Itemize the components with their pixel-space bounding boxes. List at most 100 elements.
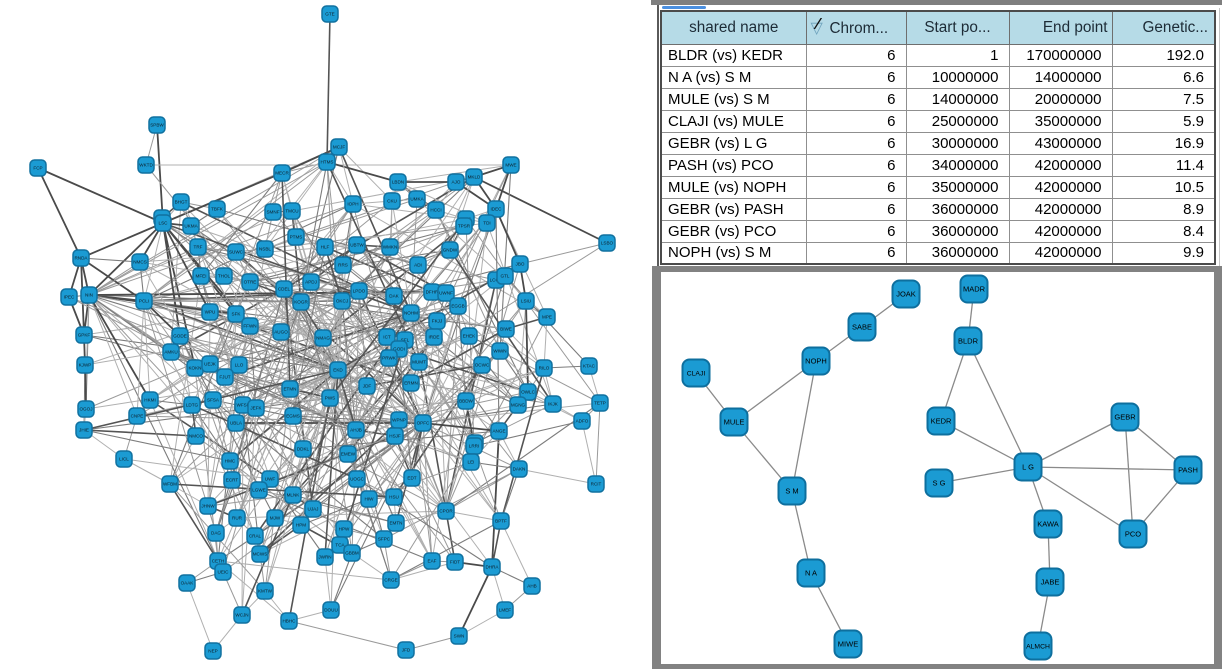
svg-text:CKU: CKU	[387, 199, 397, 204]
svg-text:HCCI: HCCI	[430, 208, 441, 213]
svg-text:GTL: GTL	[501, 274, 510, 279]
svg-text:WCJN: WCJN	[235, 613, 248, 618]
svg-text:ADFO: ADFO	[576, 419, 589, 424]
svg-text:JBO: JBO	[516, 262, 525, 267]
svg-text:SFL: SFL	[401, 338, 410, 343]
svg-text:LICL: LICL	[119, 457, 129, 462]
svg-text:ETMN: ETMN	[283, 387, 296, 392]
svg-text:PASH: PASH	[1178, 466, 1198, 475]
svg-text:GPKF: GPKF	[78, 333, 91, 338]
svg-text:KEDR: KEDR	[931, 417, 952, 426]
svg-text:NMAG: NMAG	[316, 336, 330, 341]
svg-text:RCIT: RCIT	[591, 482, 602, 487]
svg-text:CPOR: CPOR	[439, 509, 453, 514]
svg-text:AUGO: AUGO	[274, 330, 288, 335]
svg-text:EMTN: EMTN	[389, 521, 402, 526]
svg-text:N A: N A	[805, 569, 817, 578]
svg-text:FIDT: FIDT	[450, 560, 460, 565]
svg-text:UBTW: UBTW	[350, 243, 364, 248]
svg-text:BLDR: BLDR	[958, 337, 979, 346]
svg-text:CLAJI: CLAJI	[687, 371, 706, 378]
svg-text:UBLA: UBLA	[230, 421, 243, 426]
svg-text:DHRA: DHRA	[485, 565, 499, 570]
svg-text:KOGR: KOGR	[294, 300, 308, 305]
svg-text:GEBR: GEBR	[1114, 413, 1136, 422]
svg-text:DAK: DAK	[389, 294, 399, 299]
svg-text:KTAC: KTAC	[583, 364, 596, 369]
svg-text:SFPC: SFPC	[378, 537, 391, 542]
svg-text:APDJ: APDJ	[305, 280, 317, 285]
svg-text:HBHC: HBHC	[282, 619, 296, 624]
svg-text:OTRE: OTRE	[244, 280, 257, 285]
svg-text:IKJK: IKJK	[548, 402, 559, 407]
svg-text:LEI: LEI	[468, 460, 475, 465]
svg-text:SFK: SFK	[232, 312, 242, 317]
svg-text:TPSR: TPSR	[458, 224, 471, 229]
svg-text:ANGE: ANGE	[492, 429, 505, 434]
svg-text:EGMS: EGMS	[286, 414, 300, 419]
svg-text:TETP: TETP	[594, 401, 606, 406]
svg-text:CRAL: CRAL	[249, 534, 262, 539]
svg-text:MUMT: MUMT	[412, 360, 426, 365]
svg-text:IRDE: IRDE	[429, 335, 440, 340]
svg-text:SWN: SWN	[454, 634, 465, 639]
svg-text:FKJJ: FKJJ	[432, 319, 442, 324]
svg-text:GTE: GTE	[325, 12, 334, 17]
svg-text:NIN: NIN	[85, 293, 93, 298]
svg-text:MIWE: MIWE	[838, 640, 858, 649]
svg-text:LRRI: LRRI	[469, 444, 479, 449]
svg-text:CNPE: CNPE	[131, 414, 144, 419]
svg-text:MCJF: MCJF	[333, 145, 345, 150]
svg-text:MECR: MECR	[275, 171, 289, 176]
svg-text:AJO: AJO	[452, 180, 461, 185]
svg-text:THOL: THOL	[218, 274, 231, 279]
svg-text:SPBW: SPBW	[150, 123, 164, 128]
svg-text:HMC: HMC	[225, 459, 236, 464]
svg-text:ADI: ADI	[414, 263, 422, 268]
svg-text:TCA: TCA	[335, 543, 345, 548]
svg-text:LLO: LLO	[235, 363, 244, 368]
svg-text:LMEF: LMEF	[499, 608, 511, 613]
svg-text:NMCS: NMCS	[133, 260, 147, 265]
svg-text:JWRN: JWRN	[318, 555, 331, 560]
svg-text:NOHM: NOHM	[404, 311, 418, 316]
svg-text:IOPH: IOPH	[347, 202, 358, 207]
svg-text:KAWA: KAWA	[1037, 520, 1059, 529]
svg-text:RUR: RUR	[232, 516, 243, 521]
svg-text:ICT: ICT	[383, 335, 391, 340]
svg-text:ERMN: ERMN	[404, 381, 418, 386]
svg-text:CRGE: CRGE	[384, 578, 397, 583]
svg-text:TMCU: TMCU	[285, 209, 298, 214]
svg-text:GODE: GODE	[173, 334, 187, 339]
svg-text:BBDW: BBDW	[459, 399, 473, 404]
svg-text:FFWN: FFWN	[243, 324, 256, 329]
svg-text:HIW: HIW	[365, 497, 375, 502]
svg-text:KMTW: KMTW	[258, 589, 273, 594]
svg-text:GBBM: GBBM	[345, 551, 359, 556]
svg-text:GODI: GODI	[393, 347, 405, 352]
svg-text:NMCO: NMCO	[189, 434, 203, 439]
svg-text:DOUU: DOUU	[324, 608, 338, 613]
svg-text:EAF: EAF	[428, 559, 437, 564]
svg-text:WFSF: WFSF	[236, 403, 249, 408]
svg-text:DFHR: DFHR	[426, 290, 439, 295]
svg-text:GNDW: GNDW	[443, 248, 458, 253]
svg-text:RRS: RRS	[338, 263, 348, 268]
svg-text:MADR: MADR	[963, 285, 986, 294]
svg-text:AHB: AHB	[527, 584, 536, 589]
svg-text:L G: L G	[1022, 463, 1034, 472]
svg-text:S M: S M	[785, 487, 798, 496]
svg-text:LDTG: LDTG	[186, 403, 199, 408]
svg-text:RNDA: RNDA	[74, 256, 88, 261]
svg-text:MWE: MWE	[505, 163, 516, 168]
svg-text:PCO: PCO	[1125, 530, 1141, 539]
svg-text:HSU: HSU	[389, 495, 399, 500]
svg-text:UOGC: UOGC	[350, 477, 364, 482]
svg-text:LGWE: LGWE	[252, 488, 266, 493]
svg-text:TRF: TRF	[194, 245, 203, 250]
svg-text:CDEL: CDEL	[278, 287, 291, 292]
svg-text:TBFK: TBFK	[211, 207, 224, 212]
svg-text:DDKL: DDKL	[297, 447, 310, 452]
svg-text:AHJB: AHJB	[350, 428, 362, 433]
svg-text:SABE: SABE	[852, 323, 872, 332]
